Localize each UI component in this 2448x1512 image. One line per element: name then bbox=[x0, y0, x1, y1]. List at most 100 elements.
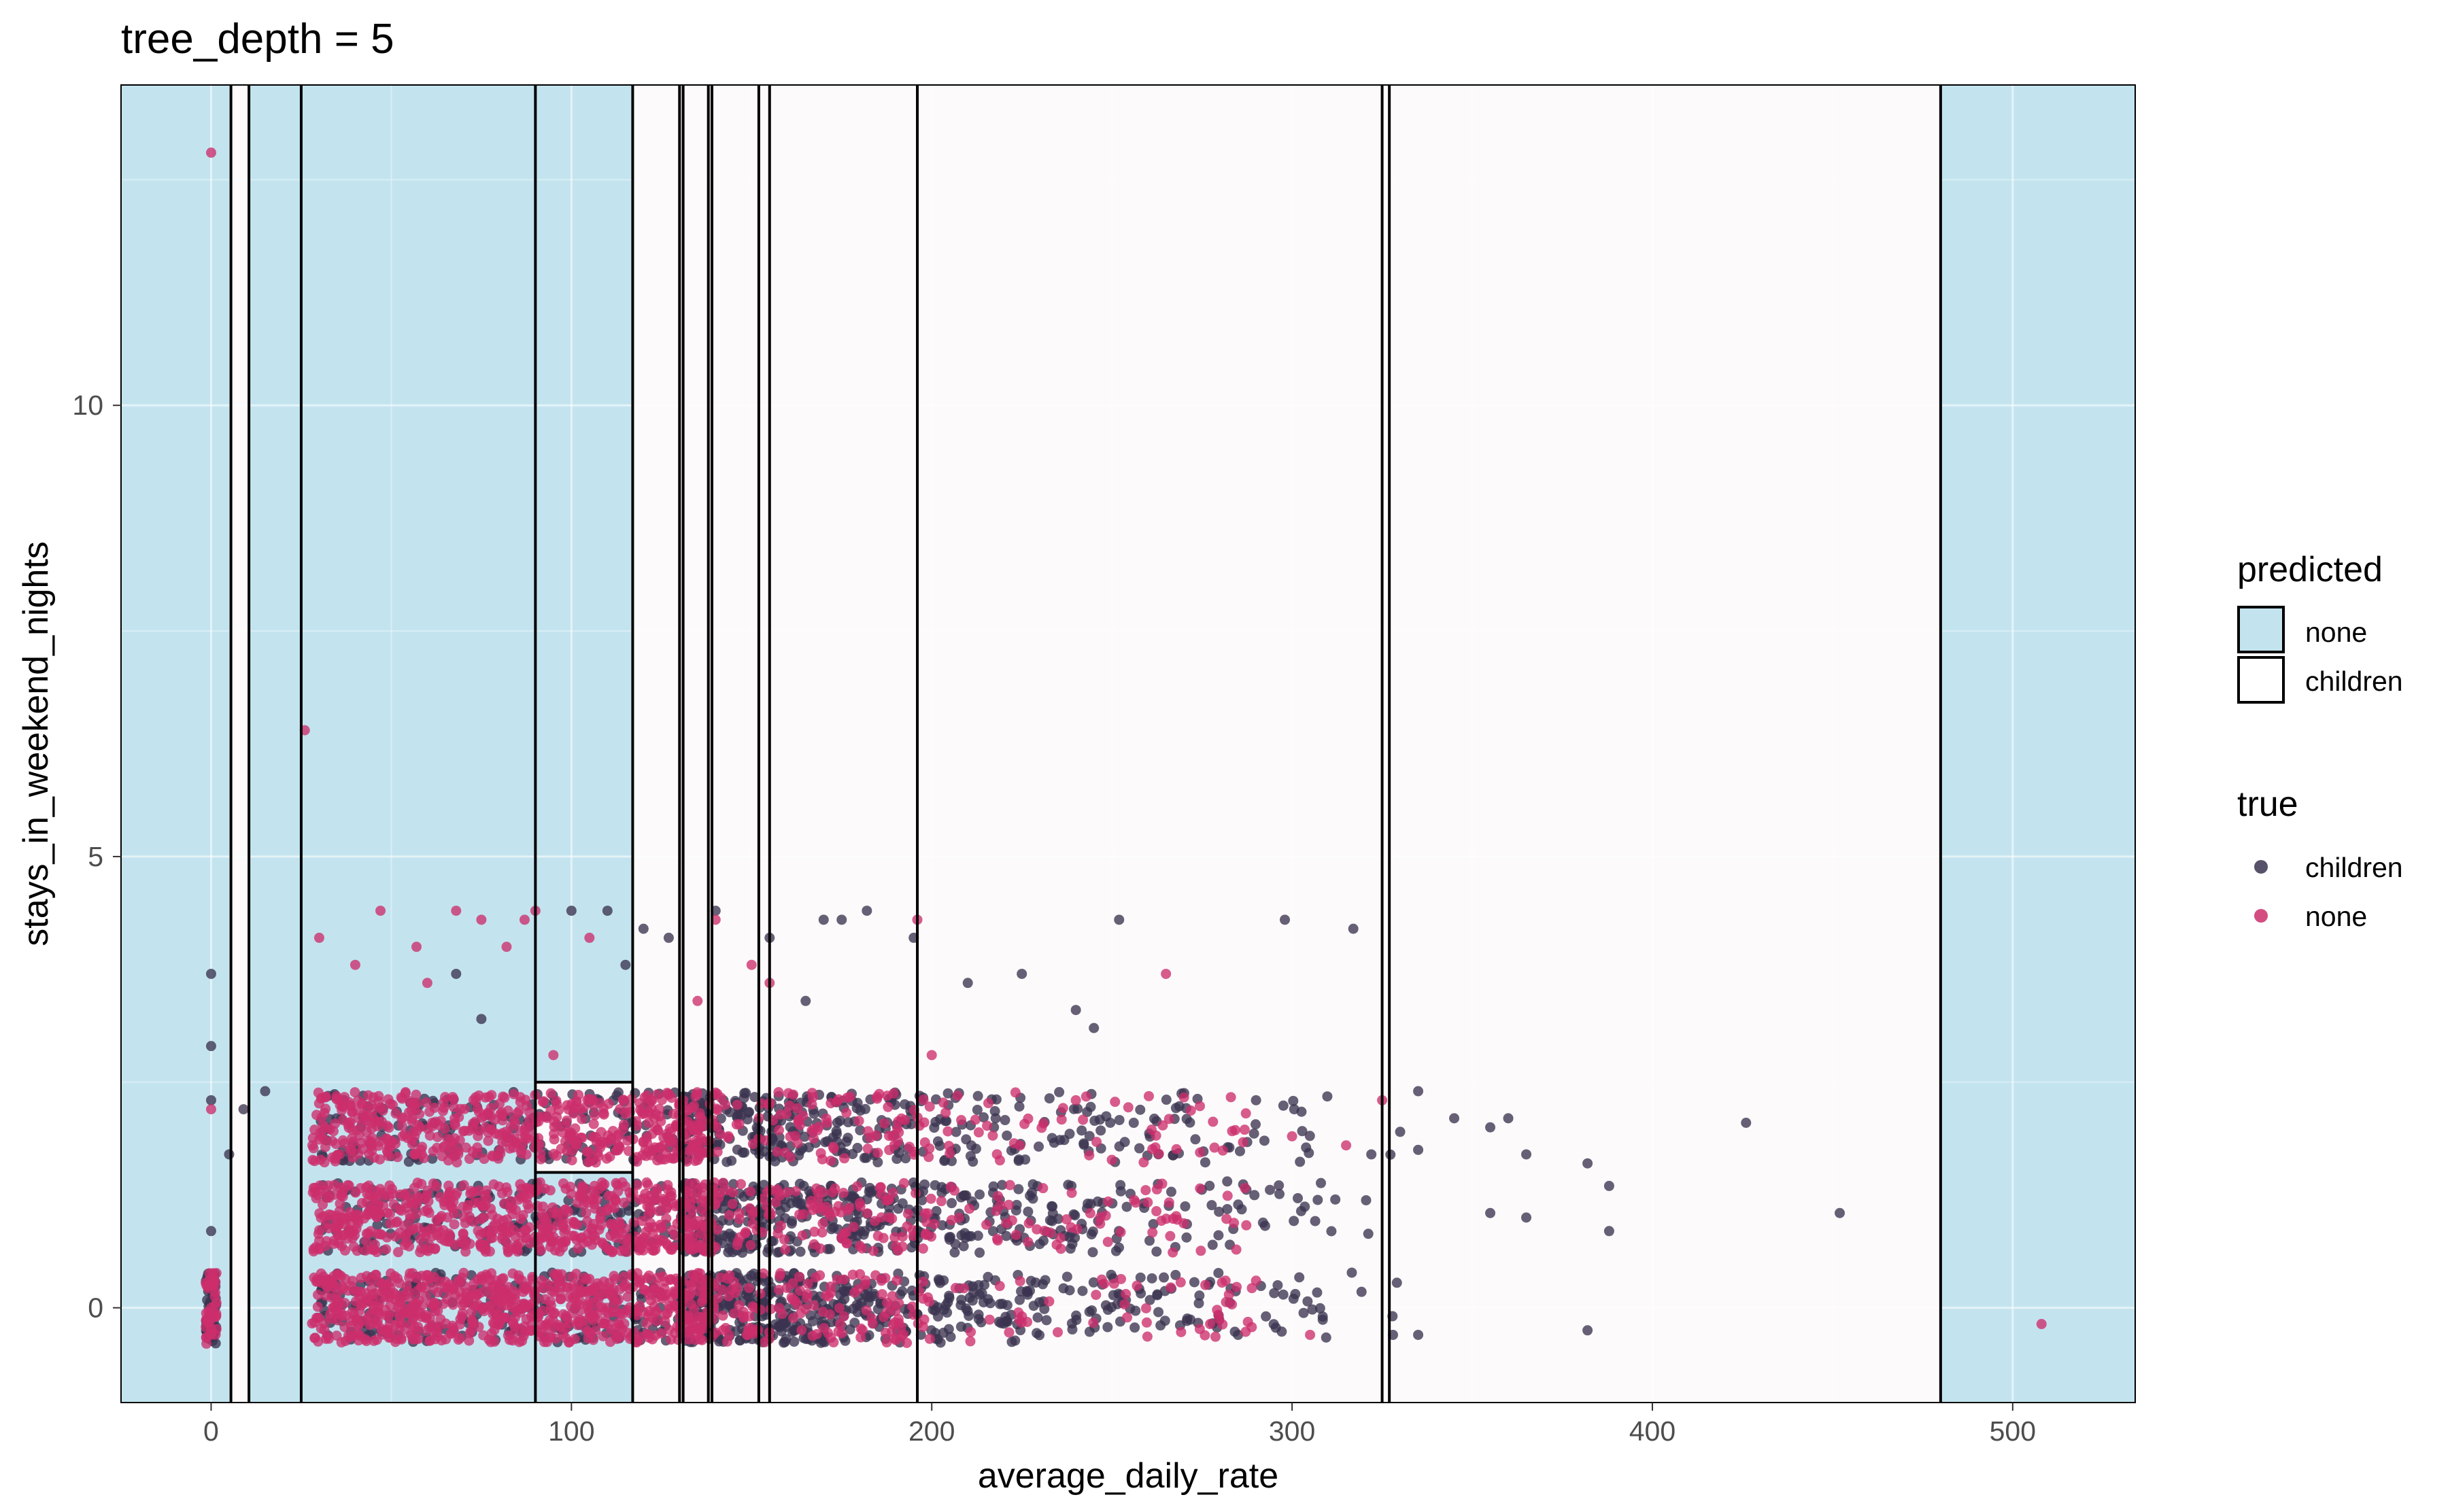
point-children bbox=[1288, 1095, 1299, 1106]
point-children bbox=[1061, 1271, 1072, 1282]
point-none bbox=[675, 1304, 686, 1315]
point-none bbox=[575, 1233, 585, 1243]
point-none bbox=[882, 1090, 893, 1101]
point-none bbox=[494, 1181, 505, 1192]
point-children bbox=[1006, 1337, 1017, 1347]
point-none bbox=[512, 1107, 523, 1118]
point-none bbox=[424, 1130, 435, 1141]
point-children bbox=[949, 1247, 960, 1258]
point-none bbox=[363, 1135, 374, 1146]
point-none bbox=[487, 1233, 498, 1243]
region-children-11 bbox=[769, 85, 918, 1403]
point-none bbox=[535, 1154, 546, 1165]
point-children bbox=[1017, 968, 1027, 979]
point-none bbox=[1001, 1218, 1012, 1228]
point-none bbox=[1240, 1108, 1251, 1119]
point-none bbox=[1209, 1142, 1220, 1153]
point-none bbox=[648, 1284, 659, 1294]
point-none bbox=[1205, 1319, 1216, 1330]
point-none bbox=[787, 1278, 798, 1289]
point-none bbox=[902, 1208, 913, 1219]
point-none bbox=[828, 1143, 839, 1154]
point-none bbox=[809, 1300, 819, 1311]
region-children-10 bbox=[758, 85, 770, 1403]
point-children bbox=[1206, 1200, 1217, 1211]
point-none bbox=[617, 1234, 628, 1245]
point-none bbox=[697, 1281, 708, 1292]
point-none bbox=[1081, 1091, 1091, 1102]
point-none bbox=[548, 1231, 559, 1242]
point-none bbox=[887, 1213, 898, 1224]
point-none bbox=[509, 1088, 520, 1099]
point-none bbox=[984, 1314, 995, 1325]
point-children bbox=[794, 1178, 805, 1189]
point-none bbox=[573, 1243, 583, 1254]
point-none bbox=[802, 1278, 813, 1289]
point-none bbox=[1287, 1131, 1297, 1141]
point-none bbox=[384, 1292, 395, 1303]
point-children bbox=[1115, 1180, 1126, 1190]
point-none bbox=[772, 1146, 783, 1157]
point-none bbox=[1146, 1124, 1157, 1135]
point-none bbox=[421, 1097, 432, 1108]
point-none bbox=[571, 1097, 581, 1108]
point-none bbox=[772, 1228, 783, 1239]
point-children bbox=[1032, 1328, 1042, 1339]
point-none bbox=[464, 1335, 475, 1346]
point-none bbox=[386, 1135, 397, 1146]
point-none bbox=[205, 148, 216, 158]
point-none bbox=[806, 1088, 817, 1099]
point-children bbox=[899, 1099, 910, 1110]
point-none bbox=[489, 1296, 500, 1307]
point-none bbox=[311, 1274, 322, 1285]
point-none bbox=[461, 1288, 472, 1299]
point-none bbox=[736, 1179, 747, 1190]
point-none bbox=[689, 1276, 700, 1287]
point-none bbox=[590, 1203, 600, 1214]
point-none bbox=[938, 1097, 949, 1108]
point-none bbox=[360, 1236, 371, 1247]
point-children bbox=[795, 1246, 806, 1257]
point-none bbox=[583, 1147, 594, 1158]
point-none bbox=[786, 1292, 797, 1303]
point-none bbox=[779, 1234, 789, 1245]
point-children bbox=[403, 1156, 414, 1167]
point-none bbox=[598, 1276, 609, 1287]
point-children bbox=[1102, 1305, 1113, 1316]
point-children bbox=[1152, 1290, 1163, 1301]
point-none bbox=[942, 1126, 953, 1137]
point-none bbox=[1217, 1319, 1228, 1330]
point-none bbox=[1163, 1197, 1174, 1208]
point-none bbox=[940, 1107, 951, 1118]
point-none bbox=[394, 1324, 405, 1335]
point-none bbox=[982, 1120, 993, 1131]
point-none bbox=[862, 1126, 873, 1137]
point-children bbox=[1582, 1158, 1593, 1169]
point-none bbox=[522, 1101, 532, 1112]
point-none bbox=[519, 914, 530, 925]
point-none bbox=[601, 1153, 612, 1164]
point-none bbox=[473, 1185, 484, 1196]
point-none bbox=[617, 1324, 628, 1335]
point-none bbox=[454, 1319, 465, 1330]
point-none bbox=[643, 1196, 654, 1207]
point-none bbox=[1015, 1275, 1025, 1286]
point-none bbox=[849, 1287, 860, 1298]
point-none bbox=[617, 1095, 628, 1105]
point-none bbox=[770, 1197, 781, 1207]
point-children bbox=[942, 1088, 953, 1099]
point-children bbox=[1307, 1304, 1318, 1315]
point-none bbox=[350, 959, 360, 970]
point-children bbox=[1144, 1294, 1155, 1305]
point-none bbox=[548, 1050, 559, 1061]
point-children bbox=[1170, 1269, 1181, 1280]
point-none bbox=[897, 1231, 908, 1242]
point-none bbox=[362, 1313, 373, 1324]
point-none bbox=[724, 1209, 735, 1220]
point-none bbox=[602, 1205, 613, 1216]
point-none bbox=[322, 1192, 333, 1203]
point-none bbox=[422, 978, 432, 989]
point-none bbox=[660, 1154, 670, 1165]
point-none bbox=[496, 1273, 507, 1284]
point-children bbox=[1114, 1242, 1125, 1253]
